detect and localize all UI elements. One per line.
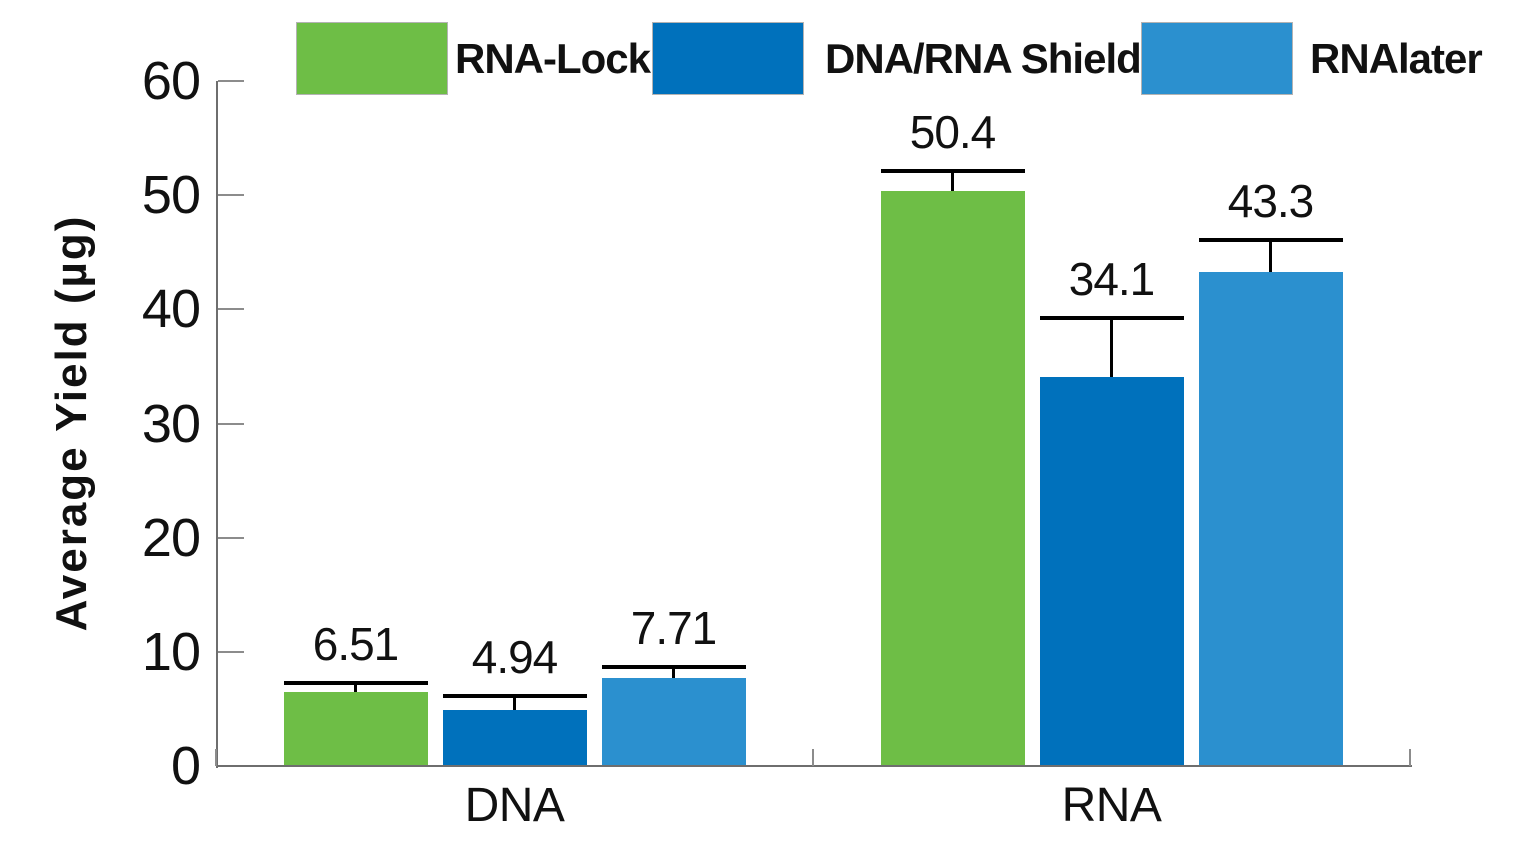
value-label: 34.1 (1068, 253, 1156, 306)
error-bar-stem (1269, 239, 1272, 272)
bar-rnalater-rna (1198, 271, 1343, 766)
y-tick-label: 20 (141, 507, 201, 568)
y-tick-mark (218, 194, 244, 197)
legend-label: RNAlater (1310, 34, 1483, 82)
x-tick-mark (812, 749, 814, 766)
error-bar-stem (354, 682, 357, 692)
y-tick-mark (218, 536, 244, 539)
y-tick-mark (218, 650, 244, 653)
value-label: 7.71 (630, 601, 718, 654)
y-tick-mark (218, 80, 244, 82)
error-bar-stem (513, 695, 516, 710)
legend-label: DNA/RNA Shield (825, 34, 1142, 82)
bar-dna-rna-shield-dna (442, 709, 587, 766)
y-tick-label: 40 (141, 279, 201, 340)
error-bar-cap (442, 693, 587, 698)
y-tick-mark (218, 422, 244, 425)
error-bar-stem (951, 171, 954, 191)
value-label: 50.4 (909, 106, 997, 159)
error-bar-stem (1110, 318, 1113, 377)
bar-rna-lock-rna (880, 190, 1025, 766)
error-bar-cap (1039, 316, 1184, 321)
x-axis-line (216, 765, 1412, 767)
category-label-dna: DNA (464, 779, 565, 832)
y-tick-label: 60 (141, 51, 201, 111)
y-tick-label: 10 (141, 621, 201, 682)
y-tick-label: 0 (170, 736, 201, 796)
x-tick-mark (1409, 749, 1411, 766)
x-tick-mark (215, 749, 217, 766)
bar-rna-lock-dna (283, 691, 428, 766)
error-bar-cap (880, 169, 1025, 174)
legend-swatch-rna-lock (296, 22, 448, 95)
y-tick-label: 30 (141, 393, 201, 454)
bar-dna-rna-shield-rna (1039, 376, 1184, 766)
y-axis-line (216, 81, 218, 768)
y-tick-mark (218, 308, 244, 311)
legend-label: RNA-Lock (455, 34, 651, 82)
legend-swatch-rnalater (1141, 22, 1293, 95)
error-bar-cap (601, 664, 746, 669)
bar-rnalater-dna (601, 677, 746, 766)
y-tick-label: 50 (141, 165, 201, 226)
error-bar-cap (283, 680, 428, 685)
error-bar-cap (1198, 237, 1343, 242)
category-label-rna: RNA (1061, 779, 1162, 832)
legend-swatch-dna-rna-shield (652, 22, 804, 95)
error-bar-stem (672, 666, 675, 678)
value-label: 43.3 (1227, 174, 1315, 227)
value-label: 6.51 (312, 617, 400, 670)
value-label: 4.94 (471, 630, 559, 683)
